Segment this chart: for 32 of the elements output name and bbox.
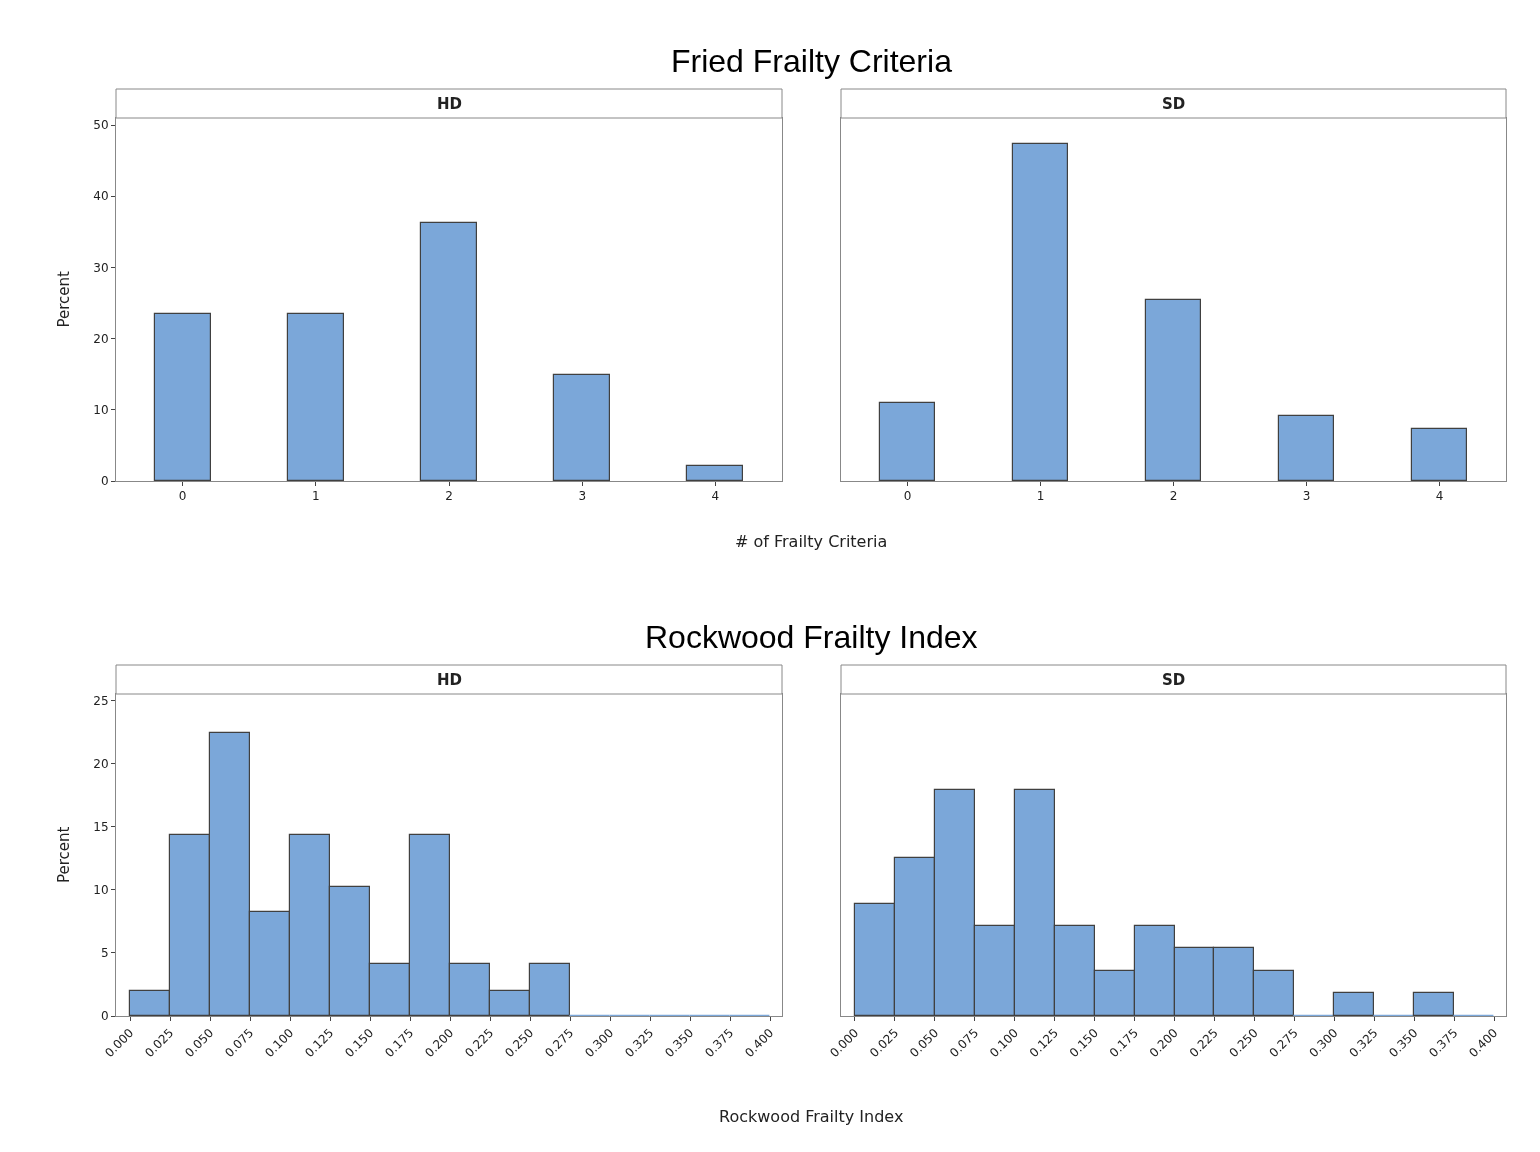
x-tick-label: 4 [711, 489, 720, 504]
chart-subtitle: SD [1162, 95, 1186, 113]
y-tick-label: 10 [93, 403, 109, 418]
y-tick-label: 20 [93, 331, 109, 346]
x-tick-label: 1 [1036, 489, 1045, 504]
x-tick-label: 2 [445, 489, 453, 504]
x-tick-label: 1 [311, 489, 320, 504]
chart-title: Rockwood Frailty Index [645, 619, 978, 655]
x-tick-label: 2 [1169, 489, 1178, 504]
x-axis-title: # of Frailty Criteria [735, 532, 888, 551]
y-tick-label: 15 [93, 819, 109, 834]
x-tick-label: 0 [903, 489, 912, 504]
x-tick-label: 4 [1435, 489, 1444, 504]
y-axis-title: Percent [55, 826, 73, 883]
y-tick-label: 50 [93, 118, 109, 133]
x-tick-label: 3 [578, 489, 587, 504]
y-tick-label: 0 [100, 474, 109, 489]
chart-subtitle: HD [437, 671, 463, 689]
y-tick-label: 25 [93, 693, 109, 708]
x-tick-label: 0 [178, 489, 187, 504]
chart-subtitle: HD [437, 95, 463, 113]
y-tick-label: 40 [93, 189, 109, 204]
y-tick-label: 5 [100, 946, 109, 961]
y-tick-label: 10 [93, 882, 109, 897]
x-axis-title: Rockwood Frailty Index [719, 1107, 904, 1126]
x-tick-label: 3 [1302, 489, 1311, 504]
y-tick-label: 20 [93, 756, 109, 771]
y-tick-label: 30 [93, 260, 109, 275]
y-tick-label: 0 [100, 1009, 109, 1024]
chart-subtitle: SD [1162, 671, 1186, 689]
chart-title: Fried Frailty Criteria [671, 43, 953, 79]
y-axis-title: Percent [54, 270, 73, 328]
